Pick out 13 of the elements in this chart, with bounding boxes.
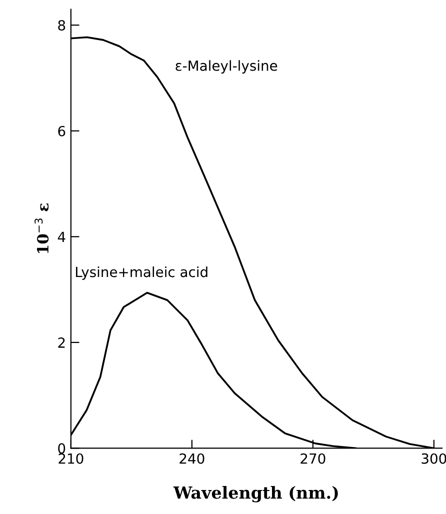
x-tick-label: 270 bbox=[300, 453, 326, 464]
x-tick-label: 300 bbox=[422, 453, 446, 464]
y-axis-title: 10$^{−3}$ ε bbox=[34, 203, 49, 253]
y-tick-label: 8 bbox=[58, 20, 66, 31]
series-label: ε-Maleyl-lysine bbox=[176, 60, 278, 74]
x-axis-title: Wavelength (nm.) bbox=[173, 486, 338, 502]
series-label: Lysine+maleic acid bbox=[76, 266, 208, 280]
y-tick-label: 2 bbox=[58, 337, 65, 348]
y-tick-label: 0 bbox=[58, 443, 66, 454]
y-tick-label: 4 bbox=[58, 232, 66, 242]
y-tick-label: 6 bbox=[58, 126, 66, 136]
x-tick-label: 210 bbox=[58, 453, 84, 464]
x-tick-label: 240 bbox=[180, 453, 204, 464]
